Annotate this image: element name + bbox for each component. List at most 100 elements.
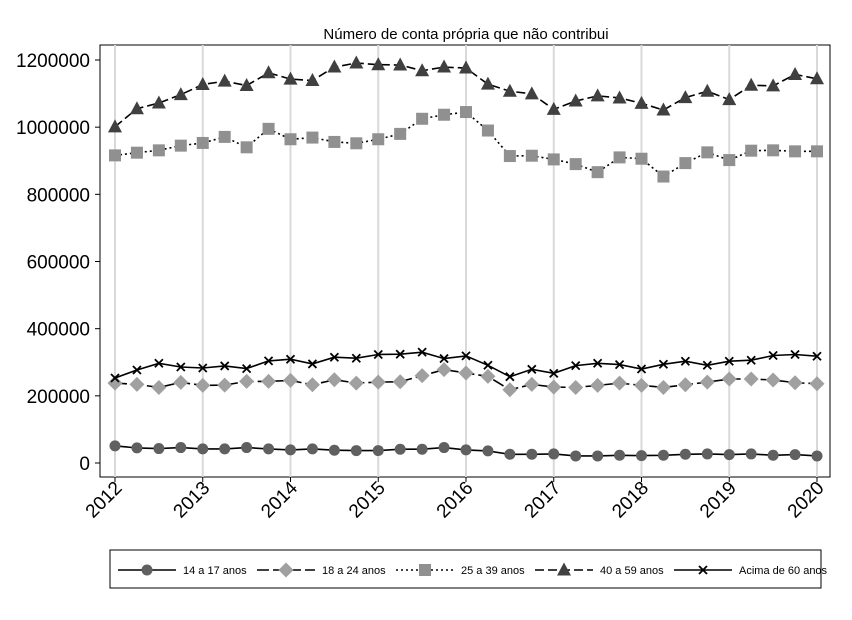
data-point xyxy=(371,57,386,71)
data-point xyxy=(438,442,450,454)
y-tick-label: 1000000 xyxy=(16,118,90,139)
y-tick-label: 800000 xyxy=(27,185,90,206)
series-18-a-24-anos xyxy=(107,362,825,398)
data-point xyxy=(217,377,233,393)
data-point xyxy=(679,448,691,460)
data-point xyxy=(350,137,363,150)
data-point xyxy=(241,363,252,374)
data-point xyxy=(461,351,471,361)
data-point xyxy=(634,377,649,393)
data-point xyxy=(592,358,603,368)
data-point xyxy=(613,151,626,164)
data-point xyxy=(110,373,120,383)
data-point xyxy=(570,450,582,462)
data-point xyxy=(724,356,734,366)
legend: 14 a 17 anos 18 a 24 anos 25 a 39 anos 40 a… xyxy=(109,549,828,589)
data-point xyxy=(702,360,712,370)
data-point xyxy=(131,442,143,454)
data-point xyxy=(395,349,405,359)
data-point xyxy=(239,373,255,389)
series-acima-de-60-anos xyxy=(110,347,822,383)
data-point xyxy=(745,144,758,157)
data-point xyxy=(438,108,451,121)
data-point xyxy=(306,443,318,455)
x-tick-label: 2020 xyxy=(784,478,829,523)
data-point xyxy=(502,83,517,97)
data-point xyxy=(415,63,430,77)
data-point xyxy=(768,350,778,361)
data-point xyxy=(328,135,341,148)
data-point xyxy=(283,372,298,388)
data-point xyxy=(480,368,496,384)
data-point xyxy=(546,101,561,115)
data-point xyxy=(746,355,756,365)
data-point xyxy=(524,376,540,392)
data-point xyxy=(568,93,583,107)
data-point xyxy=(107,375,123,391)
data-point xyxy=(480,76,495,90)
data-point xyxy=(416,112,429,125)
series-40-a-59-anos xyxy=(108,55,824,133)
data-point xyxy=(263,356,274,366)
data-point xyxy=(175,442,187,454)
data-point xyxy=(109,440,121,452)
data-point xyxy=(788,66,803,80)
data-point xyxy=(679,157,692,170)
y-tick-label: 600000 xyxy=(27,253,90,274)
data-point xyxy=(351,353,361,363)
data-point xyxy=(590,377,606,393)
legend-marker xyxy=(419,564,431,576)
x-tick-label: 2013 xyxy=(170,478,215,523)
data-point xyxy=(129,376,145,392)
data-point xyxy=(460,444,472,456)
x-tick-label: 2012 xyxy=(82,478,127,523)
legend-label: 18 a 24 anos xyxy=(322,565,386,577)
data-point xyxy=(414,368,430,384)
data-point xyxy=(263,443,275,455)
data-point xyxy=(198,363,208,373)
data-point xyxy=(657,170,670,183)
data-point xyxy=(460,106,472,119)
data-point xyxy=(370,374,386,390)
x-tick-label: 2015 xyxy=(345,478,390,523)
data-point xyxy=(152,144,165,157)
data-point xyxy=(109,149,121,162)
data-point xyxy=(699,374,715,390)
x-tick-label: 2019 xyxy=(696,478,741,523)
data-point xyxy=(527,364,537,374)
data-point xyxy=(655,379,671,395)
data-point xyxy=(636,364,647,374)
data-point xyxy=(548,448,560,460)
data-point xyxy=(505,372,515,382)
data-point xyxy=(723,154,736,167)
data-point xyxy=(283,71,298,85)
series-14-a-17-anos xyxy=(109,440,823,462)
data-point xyxy=(262,122,275,135)
data-point xyxy=(196,136,209,149)
data-point xyxy=(549,368,559,378)
data-point xyxy=(195,377,211,393)
data-point xyxy=(789,449,801,461)
data-point xyxy=(326,372,342,388)
series-layer xyxy=(107,55,825,462)
data-point xyxy=(130,146,143,159)
y-tick-label: 0 xyxy=(79,454,90,475)
data-point xyxy=(657,449,669,461)
data-point xyxy=(240,141,253,154)
data-point xyxy=(789,145,802,158)
legend-marker xyxy=(141,564,153,576)
data-point xyxy=(767,449,779,461)
data-point xyxy=(173,374,189,390)
data-point xyxy=(483,360,493,370)
legend-label: Acima de 60 anos xyxy=(739,565,828,577)
data-point xyxy=(568,379,584,395)
data-point xyxy=(721,371,737,387)
data-point xyxy=(612,90,627,104)
data-point xyxy=(591,166,604,179)
x-tick-label: 2014 xyxy=(257,477,302,522)
data-point xyxy=(526,448,538,460)
data-point xyxy=(680,356,691,366)
data-point xyxy=(372,445,384,457)
data-point xyxy=(436,362,452,378)
